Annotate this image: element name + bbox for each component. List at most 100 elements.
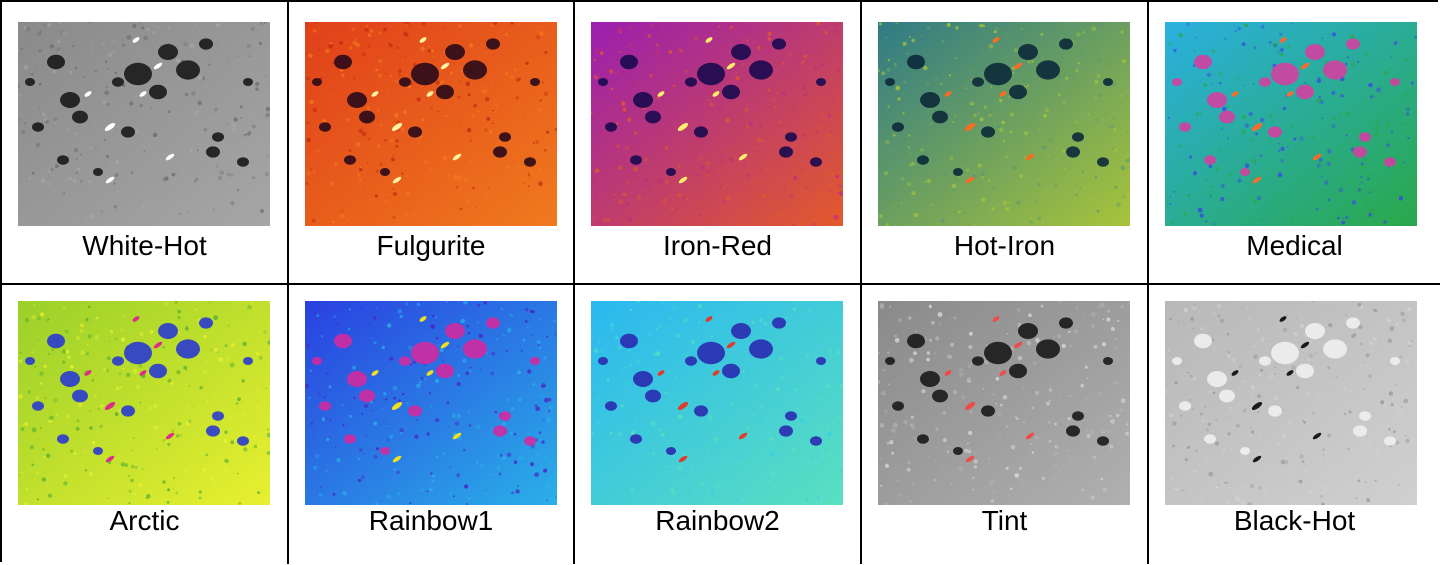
noise-speck [437,344,440,347]
noise-speck [1260,373,1263,376]
noise-speck [1117,410,1119,413]
noise-speck [265,112,270,118]
noise-speck [81,147,84,150]
noise-speck [1079,388,1082,392]
noise-speck [363,403,368,408]
noise-speck [510,407,515,411]
noise-speck [696,211,698,213]
noise-speck [1353,333,1357,336]
noise-speck [1367,204,1371,208]
noise-speck [926,178,932,183]
noise-speck [1187,193,1191,197]
noise-speck [505,165,510,170]
cold-spot [445,44,465,60]
noise-speck [794,388,798,392]
noise-speck [1021,486,1025,489]
noise-speck [38,106,40,108]
cold-spot [206,146,220,158]
noise-speck [138,23,141,25]
cold-spot [499,411,511,421]
noise-speck [792,30,797,36]
cold-spot [380,447,390,455]
noise-speck [20,47,23,50]
noise-speck [920,34,923,37]
noise-speck [509,313,514,317]
cold-spot [598,357,608,365]
noise-speck [1280,459,1286,465]
noise-speck [509,74,514,79]
noise-speck [948,445,951,449]
noise-speck [817,126,821,129]
noise-speck [940,82,943,85]
noise-speck [1401,406,1403,408]
noise-speck [683,320,685,322]
noise-speck [1085,409,1088,412]
noise-speck [449,466,451,468]
noise-speck [768,436,774,442]
noise-speck [223,462,227,466]
noise-speck [1054,444,1059,449]
noise-speck [361,475,365,480]
noise-speck [42,112,46,117]
noise-speck [1063,101,1066,104]
cold-spot [645,389,661,403]
noise-speck [385,72,388,75]
noise-speck [1252,345,1256,348]
noise-speck [1299,454,1304,459]
noise-speck [535,406,540,412]
noise-speck [1356,61,1360,64]
hot-target [105,176,115,184]
noise-speck [406,214,409,218]
noise-speck [1096,52,1100,56]
noise-speck [1299,136,1304,141]
noise-speck [375,68,378,72]
cold-spot [60,92,80,108]
noise-speck [1409,203,1412,206]
noise-speck [624,146,628,150]
noise-speck [1342,387,1346,391]
noise-speck [1400,123,1404,127]
noise-speck [397,309,403,314]
noise-speck [954,56,957,60]
noise-speck [741,64,745,68]
hot-target [678,455,688,463]
cold-spot [319,401,331,411]
noise-speck [661,301,665,304]
noise-speck [183,365,188,370]
noise-speck [88,22,91,24]
noise-speck [1311,301,1315,303]
cold-spot [344,434,356,444]
cold-spot [493,146,507,158]
noise-speck [1165,390,1168,394]
noise-speck [839,468,843,473]
noise-speck [1332,32,1337,37]
noise-speck [1199,112,1202,115]
noise-speck [54,122,57,125]
noise-speck [329,181,334,186]
noise-speck [435,316,438,319]
cold-spot [917,155,929,165]
noise-speck [1082,31,1085,34]
noise-speck [182,23,184,25]
cold-spot [530,357,540,365]
noise-speck [795,199,797,202]
cold-spot [892,122,904,132]
noise-speck [779,444,782,447]
noise-speck [379,123,383,127]
noise-speck [889,440,894,445]
hot-target [1252,176,1262,184]
noise-speck [1360,162,1364,166]
noise-speck [1114,346,1117,350]
noise-speck [593,75,598,80]
noise-speck [336,322,339,326]
noise-speck [1009,112,1014,117]
noise-speck [782,62,785,65]
hot-target [1286,91,1294,97]
noise-speck [1106,317,1111,322]
noise-speck [1200,478,1204,482]
noise-speck [1028,220,1033,225]
noise-speck [664,391,668,394]
noise-speck [1200,497,1203,500]
noise-speck [252,124,256,129]
cold-spot [93,447,103,455]
